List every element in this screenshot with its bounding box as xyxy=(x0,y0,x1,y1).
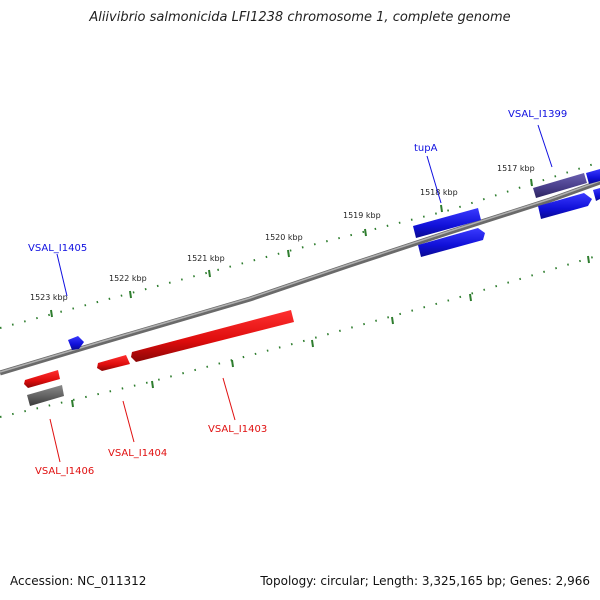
tick-label: 1521 kbp xyxy=(187,254,225,263)
gene-feature[interactable] xyxy=(533,173,587,198)
gene-feature[interactable] xyxy=(24,370,60,388)
gene-feature[interactable] xyxy=(593,188,600,201)
chromosome-backbone-highlight xyxy=(0,180,600,373)
accession-text: Accession: NC_011312 xyxy=(10,574,147,588)
gene-feature[interactable] xyxy=(131,310,294,362)
gene-label-tupa[interactable]: tupA xyxy=(414,143,438,154)
genome-summary-text: Topology: circular; Length: 3,325,165 bp… xyxy=(260,574,590,588)
gene-labels: VSAL_I1399 tupA VSAL_I1405 VSAL_I1403 VS… xyxy=(28,109,567,477)
map-title: Aliivibrio salmonicida LFI1238 chromosom… xyxy=(89,10,511,25)
gene-feature[interactable] xyxy=(586,169,600,184)
gene-feature[interactable] xyxy=(97,355,130,371)
tick-label: 1519 kbp xyxy=(343,211,381,220)
gene-label-vsal-i1403[interactable]: VSAL_I1403 xyxy=(208,424,267,435)
chromosome-backbone xyxy=(0,179,600,376)
gene-feature[interactable] xyxy=(68,336,84,350)
tick-label: 1518 kbp xyxy=(420,188,458,197)
tick-label: 1523 kbp xyxy=(30,293,68,302)
gene-label-vsal-i1405[interactable]: VSAL_I1405 xyxy=(28,243,87,254)
tick-label: 1520 kbp xyxy=(265,233,303,242)
tick-label: 1522 kbp xyxy=(109,274,147,283)
tick-labels: 1517 kbp 1518 kbp 1519 kbp 1520 kbp 1521… xyxy=(30,164,535,302)
tick-label: 1517 kbp xyxy=(497,164,535,173)
gene-feature[interactable] xyxy=(538,193,592,219)
gene-label-vsal-i1406[interactable]: VSAL_I1406 xyxy=(35,466,94,477)
gene-feature[interactable] xyxy=(413,208,481,238)
outer-tick-ring xyxy=(0,161,600,329)
reverse-strand-genes xyxy=(24,310,294,406)
label-connectors xyxy=(49,124,553,463)
gene-feature[interactable] xyxy=(27,385,64,406)
inner-tick-ring xyxy=(0,254,600,418)
gene-label-vsal-i1399[interactable]: VSAL_I1399 xyxy=(508,109,567,120)
gene-label-vsal-i1404[interactable]: VSAL_I1404 xyxy=(108,448,167,459)
major-ticks xyxy=(50,178,590,408)
gene-feature[interactable] xyxy=(418,228,485,257)
forward-strand-genes xyxy=(68,169,600,350)
